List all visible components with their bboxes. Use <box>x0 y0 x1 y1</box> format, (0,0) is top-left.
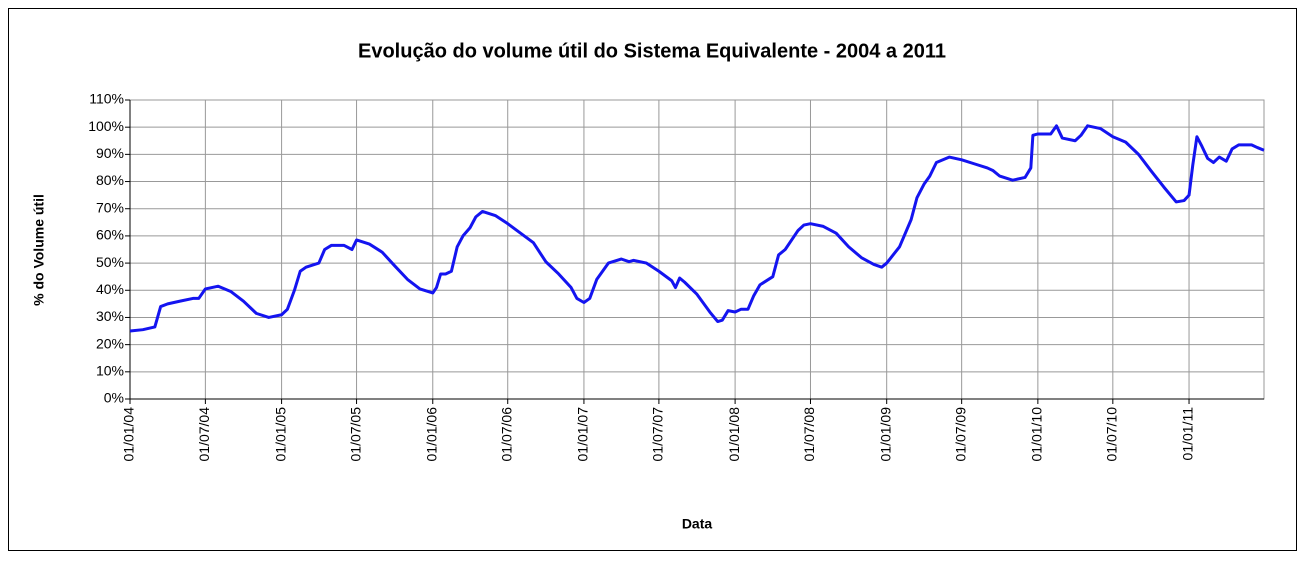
plot-area <box>129 99 1265 400</box>
y-tick-label: 40% <box>96 281 124 297</box>
x-tick-label: 01/01/09 <box>877 407 893 462</box>
chart-title: Evolução do volume útil do Sistema Equiv… <box>358 40 946 62</box>
y-tick-label: 80% <box>96 172 124 188</box>
x-tick-label: 01/07/08 <box>801 407 817 462</box>
x-tick-label: 01/01/04 <box>121 407 137 462</box>
x-tick-label: 01/01/10 <box>1029 407 1045 462</box>
x-tick-label: 01/01/07 <box>575 407 591 462</box>
x-tick-label: 01/01/05 <box>272 407 288 462</box>
y-tick-label: 50% <box>96 254 124 270</box>
x-axis-title: Data <box>682 516 713 532</box>
y-tick-label: 10% <box>96 363 124 379</box>
y-tick-label: 110% <box>89 91 124 107</box>
y-tick-label: 0% <box>104 390 124 406</box>
x-tick-label: 01/07/05 <box>347 407 363 462</box>
y-tick-label: 30% <box>96 308 124 324</box>
x-tick-label: 01/07/10 <box>1104 407 1120 462</box>
x-tick-label: 01/01/06 <box>423 407 439 462</box>
data-line <box>129 124 1265 333</box>
x-tick-label: 01/07/07 <box>650 407 666 462</box>
y-axis-title: % do Volume útil <box>31 194 47 306</box>
x-tick-label: 01/01/11 <box>1180 407 1196 461</box>
y-tick-label: 90% <box>96 145 124 161</box>
y-tick-label: 60% <box>96 227 124 243</box>
y-tick-label: 20% <box>96 335 124 351</box>
y-tick-label: 70% <box>96 199 124 215</box>
x-tick-label: 01/07/04 <box>196 407 212 462</box>
x-tick-label: 01/07/09 <box>952 407 968 462</box>
y-tick-label: 100% <box>88 118 124 134</box>
x-tick-label: 01/01/08 <box>726 407 742 462</box>
x-tick-label: 01/07/06 <box>498 407 514 462</box>
